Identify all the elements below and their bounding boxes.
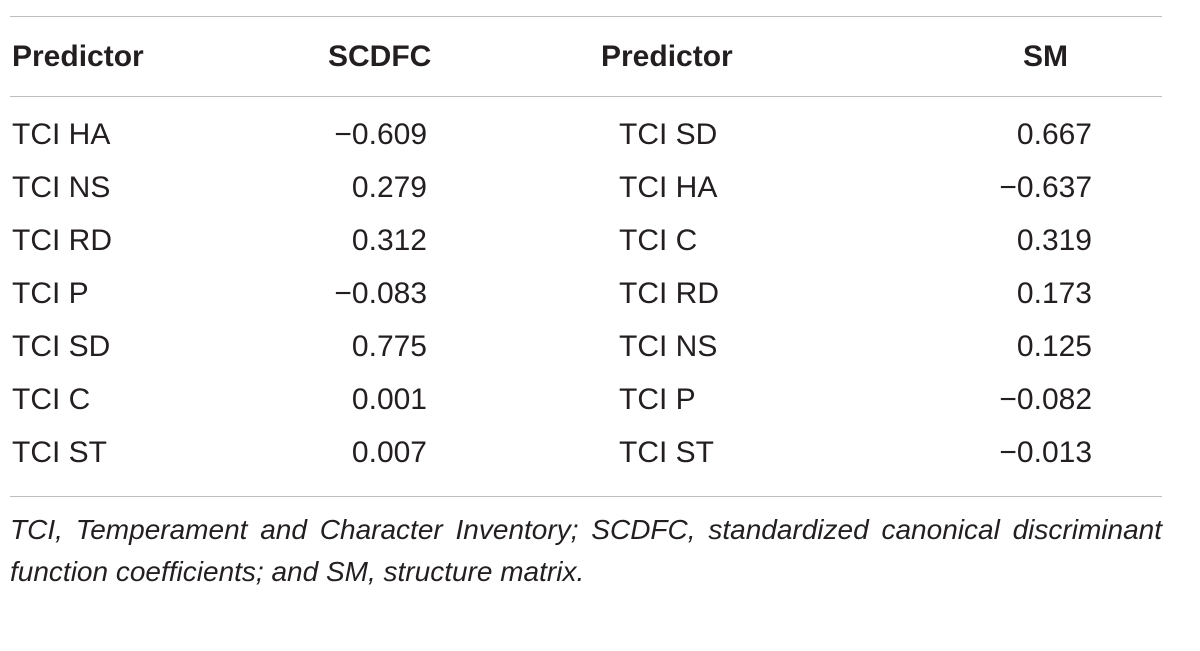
bottom-rule [10,496,1162,497]
cell-sm: 0.667 [1016,118,1092,151]
top-rule [10,16,1162,17]
header-predictor-2: Predictor [601,40,733,73]
header-scdfc: SCDFC [328,40,432,73]
cell-predictor-2: TCI P [619,383,696,416]
table-header: Predictor SCDFC Predictor SM [10,17,1162,96]
cell-predictor-1: TCI C [12,383,91,416]
header-rule [10,96,1162,97]
cell-scdfc: −0.083 [334,277,427,310]
cell-predictor-2: TCI HA [619,171,718,204]
cell-predictor-1: TCI RD [12,224,112,257]
cell-predictor-2: TCI RD [619,277,719,310]
cell-sm: −0.013 [999,436,1092,469]
cell-predictor-1: TCI SD [12,330,111,363]
cell-scdfc: 0.312 [351,224,427,257]
table-row: TCI ST 0.007 TCI ST −0.013 [10,429,1162,482]
cell-scdfc: −0.609 [334,118,427,151]
cell-predictor-1: TCI NS [12,171,111,204]
table-footnote: TCI, Temperament and Character Inventory… [10,514,1162,587]
table-row: TCI HA −0.609 TCI SD 0.667 [10,111,1162,164]
cell-predictor-2: TCI NS [619,330,718,363]
cell-sm: 0.319 [1016,224,1092,257]
cell-predictor-2: TCI SD [619,118,718,151]
cell-sm: −0.082 [999,383,1092,416]
table-row: TCI C 0.001 TCI P −0.082 [10,376,1162,429]
table-row: TCI NS 0.279 TCI HA −0.637 [10,164,1162,217]
header-sm: SM [1023,40,1068,73]
cell-sm: 0.173 [1016,277,1092,310]
table-row: TCI SD 0.775 TCI NS 0.125 [10,323,1162,376]
cell-scdfc: 0.007 [351,436,427,469]
cell-predictor-2: TCI C [619,224,698,257]
cell-scdfc: 0.279 [351,171,427,204]
cell-scdfc: 0.775 [351,330,427,363]
header-predictor-1: Predictor [12,40,144,73]
cell-sm: −0.637 [999,171,1092,204]
table-body: TCI HA −0.609 TCI SD 0.667 TCI NS 0.279 … [10,97,1162,496]
table-row: TCI RD 0.312 TCI C 0.319 [10,217,1162,270]
table-row: TCI P −0.083 TCI RD 0.173 [10,270,1162,323]
cell-predictor-1: TCI HA [12,118,111,151]
cell-sm: 0.125 [1016,330,1092,363]
cell-predictor-2: TCI ST [619,436,714,469]
data-table: Predictor SCDFC Predictor SM TCI HA −0.6… [10,16,1162,593]
cell-predictor-1: TCI ST [12,436,107,469]
cell-scdfc: 0.001 [351,383,427,416]
cell-predictor-1: TCI P [12,277,89,310]
